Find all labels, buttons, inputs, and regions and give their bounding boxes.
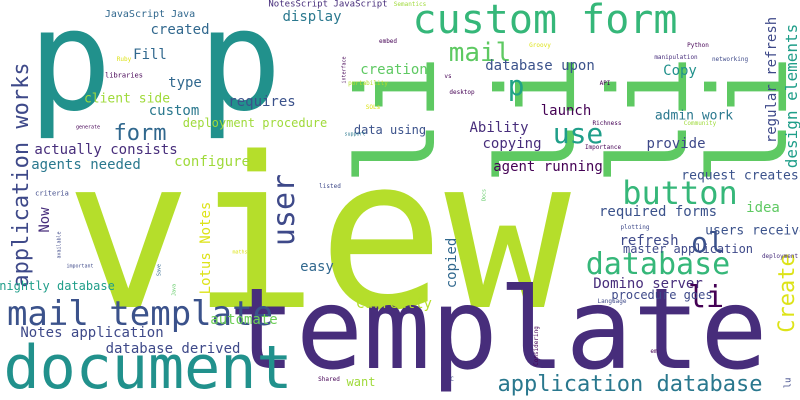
word-c: C [450, 376, 454, 383]
word-language: Language [597, 298, 627, 305]
word-deployment-procedure: deployment procedure [182, 116, 328, 130]
word-ol: ol [691, 226, 725, 259]
word-fill: Fill [133, 47, 167, 63]
word-use: use [552, 117, 604, 150]
word-notes-application: Notes application [20, 325, 164, 341]
word-community: Community [683, 120, 717, 127]
word-custom: custom [148, 103, 200, 119]
word-copied: copied [444, 237, 460, 289]
word-users-receive: users receive [705, 223, 800, 239]
word-domino-server: Domino server [593, 276, 703, 292]
word-save: Save [156, 263, 163, 277]
word-lotus-notes: Lotus Notes [198, 201, 214, 295]
word-agent-running: agent running [493, 159, 603, 175]
word-required-forms: required forms [598, 204, 718, 220]
word-design-elements: design elements [782, 23, 800, 169]
word-important: important [66, 263, 94, 270]
word-python: Python [687, 42, 709, 49]
word-now: Now [37, 207, 53, 233]
word-java: Java [171, 283, 178, 297]
word-embed: embed [378, 38, 398, 45]
word-deployment: deployment [761, 253, 799, 260]
word-desktop: desktop [449, 89, 475, 96]
word-nightly-database: nightly database [0, 279, 115, 293]
word-copying: copying [482, 136, 542, 152]
word-provide: provide [646, 136, 706, 152]
word-notesscript-javascript: NotesScript JavaScript [268, 0, 388, 10]
word-request-creates: request creates [681, 168, 799, 184]
word-procedure-goes: procedure goes [611, 288, 713, 302]
word-form: form [113, 121, 167, 146]
word-button: button [622, 174, 738, 212]
word-interface: interface [341, 56, 348, 84]
word-requires: requires [228, 94, 296, 110]
word-richness: Richness [592, 120, 622, 127]
word-database-derived: database derived [105, 341, 241, 357]
word-user: user [267, 173, 302, 247]
word-listed: listed [319, 183, 341, 190]
word-display: display [282, 9, 342, 25]
word-lu: lu [783, 377, 794, 389]
word-view: view [65, 112, 571, 357]
word-idea: idea [746, 200, 780, 216]
word-libraries: libraries [105, 71, 143, 80]
word-configure: configure [174, 154, 250, 170]
word-refresh: refresh [619, 233, 679, 249]
word-support: support [344, 131, 366, 138]
word-automate: automate [210, 312, 278, 328]
word-agents-needed: agents needed [31, 157, 141, 173]
word-easy: easy [300, 259, 334, 275]
word-networking: networking [711, 56, 749, 63]
word-em: em [650, 348, 658, 355]
word-groovy: Groovy [529, 42, 551, 49]
word-docs: Docs [481, 188, 488, 202]
word-available: available [56, 231, 63, 259]
word-criteria: criteria [35, 189, 69, 198]
word-client-side: client side [83, 91, 171, 107]
word-document: document [3, 333, 293, 400]
word-p-small: p [507, 69, 525, 102]
word-master-application: master application [622, 242, 754, 256]
word-want: want [346, 375, 376, 389]
word-ability: Ability [469, 120, 529, 136]
word-manipulation: manipulation [654, 54, 698, 61]
word-semantics: Semantics [393, 1, 427, 8]
word-database: database [585, 247, 731, 282]
word-currently: Currently [356, 296, 432, 312]
word-database-upon: database upon [485, 58, 595, 74]
word-created: created [150, 22, 210, 38]
word-creation: creation [360, 62, 428, 78]
word-create: Create [775, 253, 800, 333]
word-maths: maths [232, 249, 248, 256]
word-shared: Shared [318, 376, 340, 383]
word-copy: Copy [663, 63, 697, 79]
word-li-small: li [687, 280, 725, 315]
word-vs: vs [444, 73, 452, 80]
word-portability: portability [348, 80, 388, 87]
word-regular-refresh: regular refresh [764, 16, 780, 144]
word-ruby: Ruby [116, 56, 132, 63]
word-application-database: application database [497, 372, 763, 397]
word-plotting: plotting [620, 224, 650, 231]
word-actually-consists: actually consists [34, 142, 178, 158]
word-data-using: data using [353, 123, 427, 137]
word-sols: SOLs [365, 104, 381, 111]
word-generate: generate [75, 124, 101, 131]
word-mail-template: mail template [6, 294, 274, 334]
word-importance: Importance [584, 144, 622, 151]
word-template: template [228, 265, 768, 395]
word-javascript-java: JavaScript Java [104, 9, 196, 20]
word-considering: Considering [533, 326, 540, 366]
word-custom-form: custom form [412, 0, 678, 43]
word-p: p [197, 0, 283, 143]
word-p: p [27, 0, 113, 143]
word-api: API [599, 80, 611, 87]
word-launch: launch [540, 103, 592, 119]
word-mail: mail [448, 38, 512, 68]
word-application-works: application works [9, 62, 34, 288]
word-admin-work: admin work [654, 108, 734, 124]
word-type: type [168, 75, 202, 91]
